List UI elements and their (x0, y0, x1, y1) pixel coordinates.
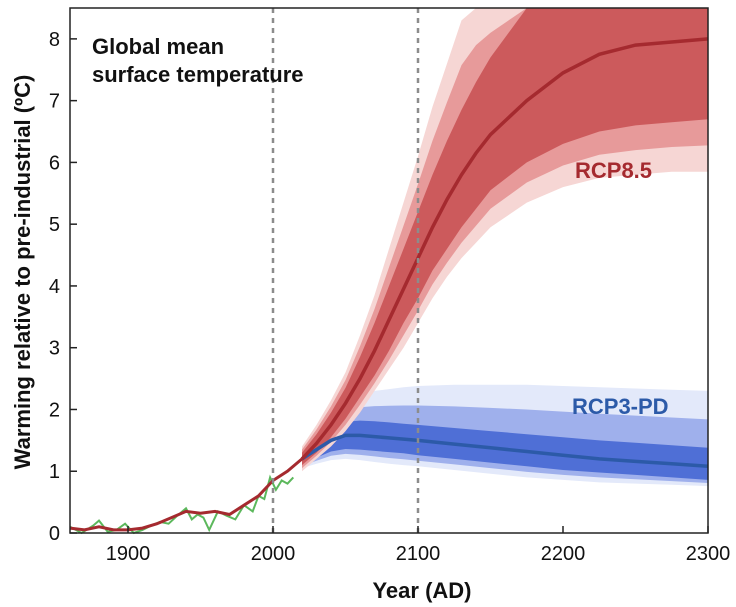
rcp85-band-inner (302, 8, 708, 466)
y-tick-label-1: 1 (49, 461, 60, 483)
y-tick-label-3: 3 (49, 338, 60, 360)
series-label-rcp85: RCP8.5 (575, 158, 652, 183)
observed-line (69, 474, 295, 535)
rcp85-line (300, 37, 709, 461)
x-tick-label-2000: 2000 (251, 543, 296, 565)
y-tick-label-7: 7 (49, 91, 60, 113)
reference-lines (271, 8, 420, 533)
x-tick-label-1900: 1900 (106, 543, 151, 565)
historical-line (69, 457, 303, 532)
plot-frame (69, 7, 709, 534)
panel-title-line-1: Global mean (92, 34, 224, 59)
y-axis-label: Warming relative to pre-industrial (ºC) (10, 75, 35, 470)
y-tick-label-5: 5 (49, 214, 60, 236)
y-tick-label-8: 8 (49, 29, 60, 51)
panel-title-line-2: surface temperature (92, 62, 304, 87)
x-tick-label-2300: 2300 (686, 543, 731, 565)
y-tick-label-4: 4 (49, 276, 60, 298)
series-label-rcp3pd: RCP3-PD (572, 394, 669, 419)
y-tick-label-6: 6 (49, 152, 60, 174)
y-tick-label-0: 0 (49, 523, 60, 545)
x-axis-label: Year (AD) (372, 578, 471, 603)
axis-ticks: 1900 2000 2100 2200 2300 0 1 2 3 4 5 6 7 8 (49, 29, 730, 565)
y-tick-label-2: 2 (49, 399, 60, 421)
series-lines (69, 37, 709, 535)
x-tick-label-2100: 2100 (396, 543, 441, 565)
x-tick-label-2200: 2200 (541, 543, 586, 565)
